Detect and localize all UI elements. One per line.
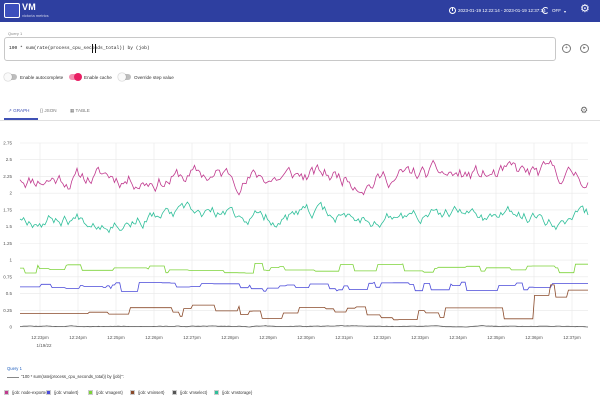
legend-label: {job: vminsert}: [138, 390, 165, 395]
y-tick-label: 0.5: [6, 291, 13, 296]
time-range-selector[interactable]: 2023-01-19 12:22:14 - 2023-01-19 12:37:1…: [458, 8, 546, 13]
legend-swatch: [46, 390, 51, 395]
series-line: [20, 262, 588, 274]
tab-table[interactable]: ▦ TABLE: [70, 108, 90, 114]
toggle-cache[interactable]: [69, 73, 82, 81]
y-tick-label: 1.25: [3, 241, 12, 246]
toggle-knob: [4, 73, 12, 81]
refresh-interval-selector[interactable]: OFF: [552, 8, 561, 13]
legend-label: {job: vmagent}: [96, 390, 123, 395]
toggle-knob: [118, 73, 126, 81]
legend-swatch: [4, 390, 9, 395]
legend-swatch: [172, 390, 177, 395]
legend-query-label: Query 1: [7, 366, 22, 371]
toggle-override-step-label: Override step value: [134, 75, 174, 80]
toggle-cache-label: Enable cache: [84, 75, 112, 80]
add-query-button[interactable]: +: [562, 44, 571, 53]
refresh-icon[interactable]: [542, 7, 549, 14]
legend-swatch: [130, 390, 135, 395]
query-input[interactable]: 100 * sum(rate(process_cpu_seconds_total…: [4, 37, 556, 61]
legend-swatch: [214, 390, 219, 395]
legend-label: {job: node-exporter}: [12, 390, 49, 395]
x-tick-label: 12:24pm: [69, 335, 87, 340]
toggle-autocomplete-label: Enable autocomplete: [20, 75, 64, 80]
query-label: Query 1: [6, 31, 25, 36]
gear-icon[interactable]: ⚙: [580, 3, 590, 15]
logo-icon: [4, 3, 20, 18]
execute-query-button[interactable]: ▸: [580, 44, 589, 53]
toggle-autocomplete[interactable]: [4, 73, 17, 81]
x-tick-label: 12:37pm: [563, 335, 581, 340]
tab-table-label: TABLE: [75, 108, 90, 113]
series-line: [20, 281, 588, 292]
legend-label: {job: vmstorage}: [222, 390, 253, 395]
x-tick-label: 12:29pm: [259, 335, 277, 340]
x-tick-label: 12:26pm: [145, 335, 163, 340]
legend: {job: node-exporter} {job: vmalert} {job: …: [4, 387, 596, 397]
tab-graph-label: GRAPH: [13, 108, 30, 113]
y-tick-label: 0: [9, 325, 12, 330]
tabs-divider: [0, 120, 600, 121]
toggle-knob: [74, 73, 82, 81]
query-expression[interactable]: 100 * sum(rate(process_cpu_seconds_total…: [9, 46, 150, 51]
y-tick-label: 1.5: [6, 224, 13, 229]
y-tick-label: 1.75: [3, 207, 12, 212]
y-tick-label: 1: [9, 258, 12, 263]
series-line: [20, 284, 588, 321]
legend-swatch: [88, 390, 93, 395]
code-icon: {}: [40, 108, 45, 113]
legend-label: {job: vmselect}: [180, 390, 208, 395]
series-line: [19, 325, 589, 328]
tab-graph[interactable]: ↗ GRAPH: [8, 108, 29, 114]
logo-text: VM: [22, 2, 37, 12]
graph-settings-gear-icon[interactable]: ⚙: [580, 105, 589, 115]
series-line: [19, 159, 589, 196]
y-tick-label: 0.75: [3, 274, 12, 279]
y-tick-label: 0.25: [3, 308, 12, 313]
x-tick-label: 12:30pm: [297, 335, 315, 340]
x-tick-label: 12:28pm: [221, 335, 239, 340]
x-tick-label: 12:32pm: [373, 335, 391, 340]
x-tick-label: 12:31pm: [335, 335, 353, 340]
x-tick-label: 12:35pm: [487, 335, 505, 340]
tab-json-label: JSON: [44, 108, 57, 113]
series-line: [19, 201, 589, 234]
x-tick-label: 12:34pm: [449, 335, 467, 340]
y-tick-label: 2.75: [3, 141, 12, 146]
y-tick-label: 2: [9, 191, 12, 196]
tab-json[interactable]: {} JSON: [40, 108, 57, 113]
toggle-override-step[interactable]: [118, 73, 131, 81]
x-date-label: 1/19/22: [36, 343, 52, 348]
logo-subtitle: victoria metrics: [22, 13, 49, 18]
x-tick-label: 12:36pm: [525, 335, 543, 340]
app-header: VM victoria metrics 2023-01-19 12:22:14 …: [0, 0, 600, 22]
x-tick-label: 12:33pm: [411, 335, 429, 340]
x-tick-label: 12:23pm: [31, 335, 49, 340]
legend-query-expression: "100 * sum(rate(process_cpu_seconds_tota…: [21, 374, 124, 379]
chevron-down-icon[interactable]: ▾: [564, 9, 567, 14]
metrics-line-chart[interactable]: 0 0.25 0.5 0.75 1 1.25 1.5 1.75 2 2.25 2.5 2.75 12:2…: [0, 128, 600, 358]
legend-label: {job: vmalert}: [54, 390, 79, 395]
table-icon: ▦: [70, 108, 76, 113]
text-cursor-icon: [92, 44, 96, 53]
y-tick-label: 2.5: [6, 157, 13, 162]
active-tab-indicator: [4, 118, 38, 120]
y-tick-label: 2.25: [3, 174, 12, 179]
chart-line-icon: ↗: [8, 108, 14, 113]
legend-expr-line: [7, 377, 19, 378]
x-tick-label: 12:25pm: [107, 335, 125, 340]
x-tick-label: 12:27pm: [183, 335, 201, 340]
clock-icon[interactable]: [449, 7, 456, 14]
